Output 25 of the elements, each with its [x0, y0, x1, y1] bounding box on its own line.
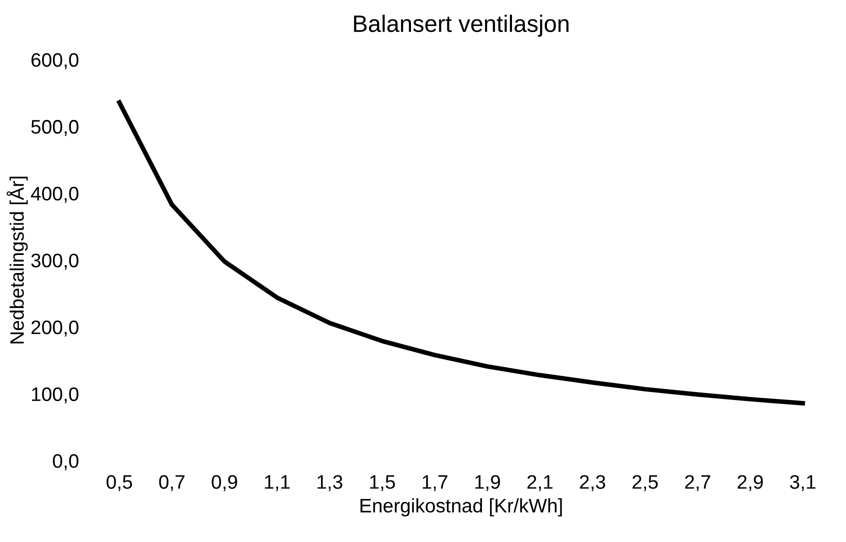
x-axis-title: Energikostnad [Kr/kWh] — [360, 498, 562, 516]
x-tick-label: 1,9 — [475, 475, 500, 492]
y-tick-label: 600,0 — [32, 53, 78, 70]
x-tick-label: 2,9 — [738, 475, 763, 492]
x-tick-label: 0,5 — [106, 475, 132, 492]
x-tick-label: 2,7 — [685, 475, 710, 492]
x-tick-label: 0,9 — [212, 475, 238, 492]
x-tick-label: 2,3 — [580, 475, 606, 492]
chart-title: Balansert ventilasjon — [354, 14, 568, 37]
y-axis-title: Nedbetalingstid [År] — [6, 176, 28, 344]
x-tick-label: 1,7 — [422, 475, 448, 492]
x-tick-label: 3,1 — [790, 475, 816, 492]
y-tick-label: 300,0 — [31, 254, 78, 270]
y-tick-label: 200,0 — [31, 320, 78, 337]
y-tick-label: 500,0 — [31, 120, 78, 136]
x-tick-label: 1,5 — [370, 475, 395, 492]
x-tick-label: 2,1 — [527, 475, 552, 492]
x-tick-label: 0,7 — [159, 475, 184, 492]
x-tick-label: 2,5 — [632, 475, 658, 492]
line-series — [117, 100, 806, 406]
x-tick-label: 1,1 — [265, 475, 290, 492]
y-tick-label: 0,0 — [52, 454, 78, 470]
y-tick-label: 100,0 — [32, 387, 78, 404]
y-tick-label: 400,0 — [30, 186, 78, 203]
x-tick-label: 1,3 — [318, 475, 342, 492]
